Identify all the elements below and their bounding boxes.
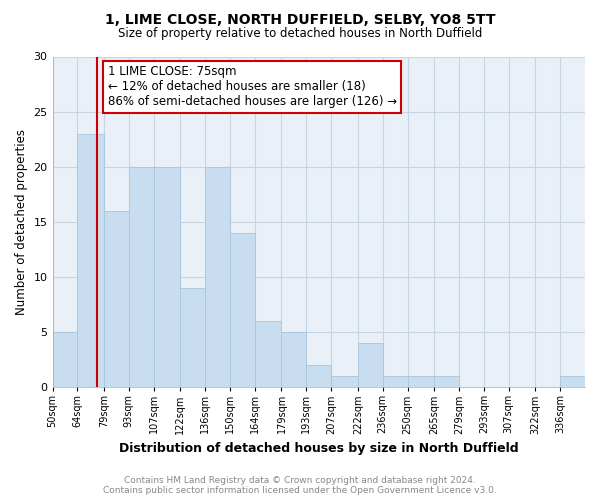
Bar — [560, 376, 585, 387]
Bar — [53, 332, 77, 387]
Bar — [77, 134, 104, 387]
Bar — [154, 166, 181, 387]
Y-axis label: Number of detached properties: Number of detached properties — [15, 129, 28, 315]
Bar — [307, 365, 331, 387]
Bar — [230, 233, 255, 387]
Bar — [407, 376, 434, 387]
Bar — [358, 343, 383, 387]
Bar — [181, 288, 205, 387]
Text: Size of property relative to detached houses in North Duffield: Size of property relative to detached ho… — [118, 28, 482, 40]
Bar — [129, 166, 154, 387]
Bar — [383, 376, 407, 387]
Bar — [331, 376, 358, 387]
Text: 1 LIME CLOSE: 75sqm
← 12% of detached houses are smaller (18)
86% of semi-detach: 1 LIME CLOSE: 75sqm ← 12% of detached ho… — [107, 66, 397, 108]
Text: Contains HM Land Registry data © Crown copyright and database right 2024.
Contai: Contains HM Land Registry data © Crown c… — [103, 476, 497, 495]
X-axis label: Distribution of detached houses by size in North Duffield: Distribution of detached houses by size … — [119, 442, 518, 455]
Bar — [434, 376, 459, 387]
Bar — [104, 211, 129, 387]
Bar — [205, 166, 230, 387]
Text: 1, LIME CLOSE, NORTH DUFFIELD, SELBY, YO8 5TT: 1, LIME CLOSE, NORTH DUFFIELD, SELBY, YO… — [105, 12, 495, 26]
Bar — [255, 321, 281, 387]
Bar — [281, 332, 307, 387]
